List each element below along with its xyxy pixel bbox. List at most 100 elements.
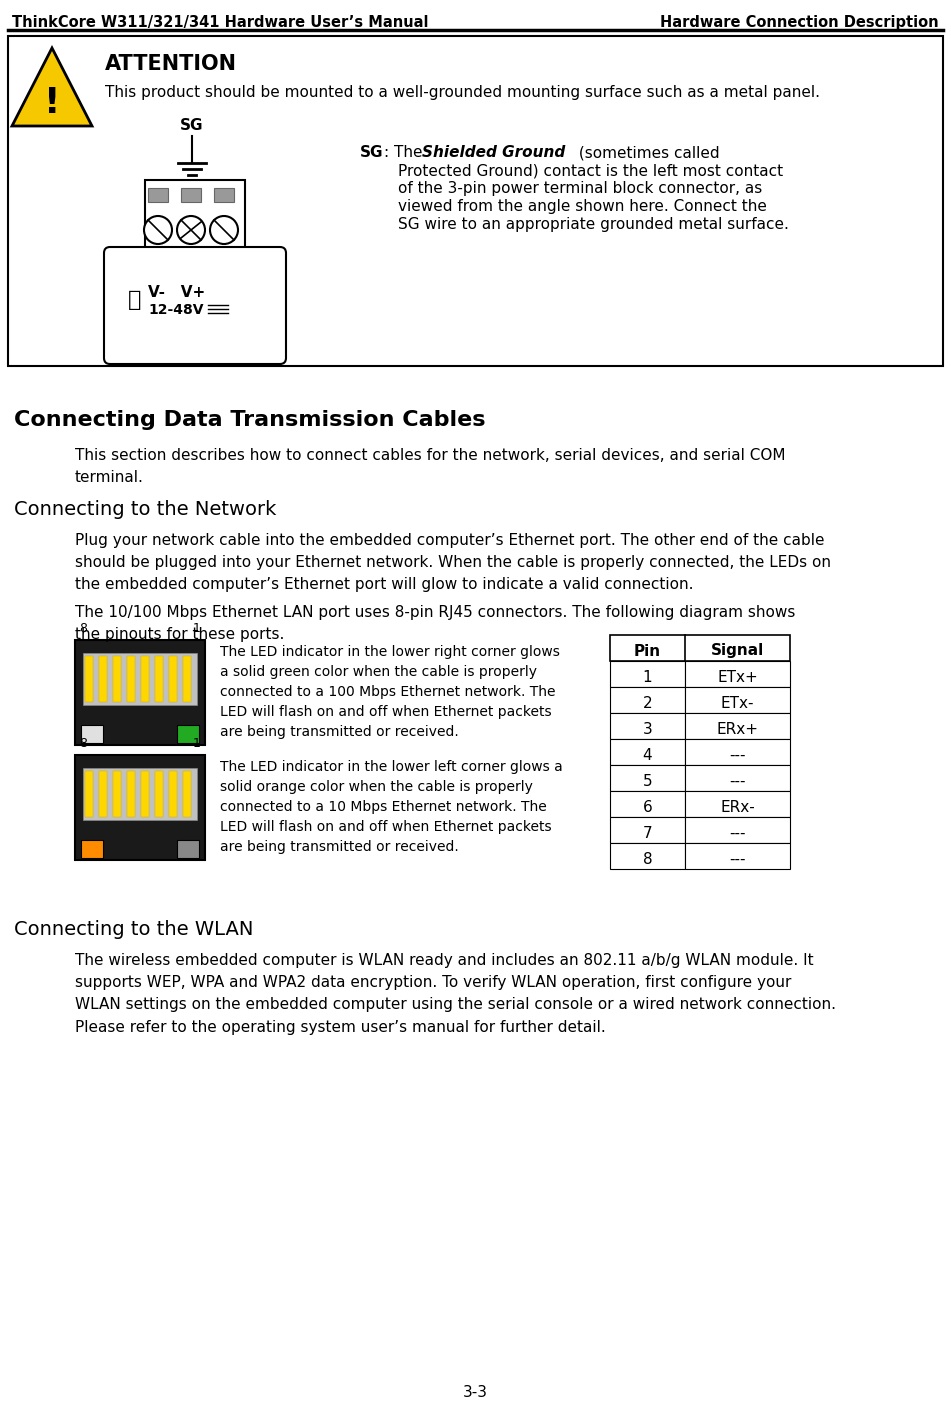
Text: 8: 8: [79, 622, 87, 635]
Text: 6: 6: [643, 800, 652, 814]
Text: ---: ---: [729, 748, 746, 763]
Bar: [85, 772, 93, 817]
Bar: [127, 772, 135, 817]
FancyBboxPatch shape: [104, 246, 286, 365]
Bar: [145, 180, 245, 252]
Text: ERx+: ERx+: [716, 721, 759, 736]
Text: ⏚: ⏚: [128, 290, 142, 310]
Text: Protected Ground) contact is the left most contact: Protected Ground) contact is the left mo…: [398, 163, 783, 177]
Bar: [685, 843, 790, 869]
Text: SG wire to an appropriate grounded metal surface.: SG wire to an appropriate grounded metal…: [398, 217, 789, 232]
Bar: [685, 687, 790, 712]
Circle shape: [210, 215, 238, 244]
Bar: [610, 817, 685, 843]
Bar: [83, 653, 197, 705]
Text: This product should be mounted to a well-grounded mounting surface such as a met: This product should be mounted to a well…: [105, 84, 820, 100]
Bar: [610, 712, 685, 739]
Bar: [81, 725, 103, 743]
Text: Pin: Pin: [634, 643, 661, 659]
Text: 4: 4: [643, 748, 652, 763]
Text: ETx-: ETx-: [721, 696, 754, 711]
Text: : The: : The: [384, 145, 427, 161]
Bar: [177, 841, 199, 857]
Bar: [610, 635, 790, 660]
Bar: [610, 739, 685, 765]
Text: Connecting to the Network: Connecting to the Network: [14, 500, 277, 520]
Bar: [8, 37, 943, 366]
Circle shape: [144, 215, 172, 244]
Bar: [181, 189, 201, 201]
Bar: [685, 791, 790, 817]
Bar: [685, 660, 790, 687]
Text: viewed from the angle shown here. Connect the: viewed from the angle shown here. Connec…: [398, 199, 767, 214]
Bar: [85, 656, 93, 703]
Bar: [141, 656, 149, 703]
Bar: [610, 660, 685, 687]
Bar: [214, 189, 234, 201]
Bar: [99, 772, 107, 817]
Text: 7: 7: [643, 825, 652, 841]
Bar: [75, 755, 205, 860]
Bar: [127, 656, 135, 703]
Bar: [183, 656, 191, 703]
Bar: [610, 843, 685, 869]
Text: Hardware Connection Description: Hardware Connection Description: [660, 15, 939, 30]
Text: The 10/100 Mbps Ethernet LAN port uses 8-pin RJ45 connectors. The following diag: The 10/100 Mbps Ethernet LAN port uses 8…: [75, 605, 795, 642]
Text: (sometimes called: (sometimes called: [574, 145, 720, 161]
Bar: [610, 687, 685, 712]
Text: 8: 8: [643, 852, 652, 866]
Bar: [99, 656, 107, 703]
Text: 8: 8: [79, 736, 87, 750]
Bar: [610, 791, 685, 817]
Text: 3: 3: [643, 721, 652, 736]
Bar: [685, 817, 790, 843]
Text: 1: 1: [193, 736, 201, 750]
Bar: [155, 772, 163, 817]
Text: 5: 5: [643, 773, 652, 788]
Text: Connecting to the WLAN: Connecting to the WLAN: [14, 919, 253, 939]
Text: 1: 1: [193, 622, 201, 635]
Text: Connecting Data Transmission Cables: Connecting Data Transmission Cables: [14, 410, 486, 429]
Bar: [169, 772, 177, 817]
Text: ThinkCore W311/321/341 Hardware User’s Manual: ThinkCore W311/321/341 Hardware User’s M…: [12, 15, 429, 30]
Text: SG: SG: [181, 118, 204, 132]
Bar: [169, 656, 177, 703]
Bar: [685, 739, 790, 765]
Text: SG: SG: [360, 145, 383, 161]
Text: ATTENTION: ATTENTION: [105, 54, 237, 75]
Bar: [75, 641, 205, 745]
Bar: [685, 712, 790, 739]
Text: 3-3: 3-3: [462, 1385, 488, 1400]
Text: of the 3-pin power terminal block connector, as: of the 3-pin power terminal block connec…: [398, 182, 763, 196]
Text: 1: 1: [643, 669, 652, 684]
Bar: [183, 772, 191, 817]
Bar: [148, 189, 168, 201]
Text: !: !: [44, 86, 60, 120]
Bar: [113, 772, 121, 817]
Text: ---: ---: [729, 852, 746, 866]
Polygon shape: [12, 48, 92, 125]
Bar: [83, 767, 197, 819]
Text: Shielded Ground: Shielded Ground: [422, 145, 565, 161]
Text: ---: ---: [729, 773, 746, 788]
Bar: [140, 252, 250, 260]
Bar: [81, 841, 103, 857]
Text: ERx-: ERx-: [720, 800, 755, 814]
Text: V-   V+: V- V+: [148, 284, 205, 300]
Text: 2: 2: [643, 696, 652, 711]
Text: This section describes how to connect cables for the network, serial devices, an: This section describes how to connect ca…: [75, 448, 786, 486]
Bar: [610, 765, 685, 791]
Text: ---: ---: [729, 825, 746, 841]
Text: ETx+: ETx+: [717, 669, 758, 684]
Bar: [141, 772, 149, 817]
Bar: [155, 656, 163, 703]
Circle shape: [177, 215, 205, 244]
Bar: [685, 765, 790, 791]
Bar: [177, 725, 199, 743]
Text: The LED indicator in the lower right corner glows
a solid green color when the c: The LED indicator in the lower right cor…: [220, 645, 560, 739]
Text: Signal: Signal: [711, 643, 764, 659]
Text: The LED indicator in the lower left corner glows a
solid orange color when the c: The LED indicator in the lower left corn…: [220, 760, 563, 855]
Text: Plug your network cable into the embedded computer’s Ethernet port. The other en: Plug your network cable into the embedde…: [75, 534, 831, 593]
Text: 12-48V: 12-48V: [148, 303, 204, 317]
Bar: [113, 656, 121, 703]
